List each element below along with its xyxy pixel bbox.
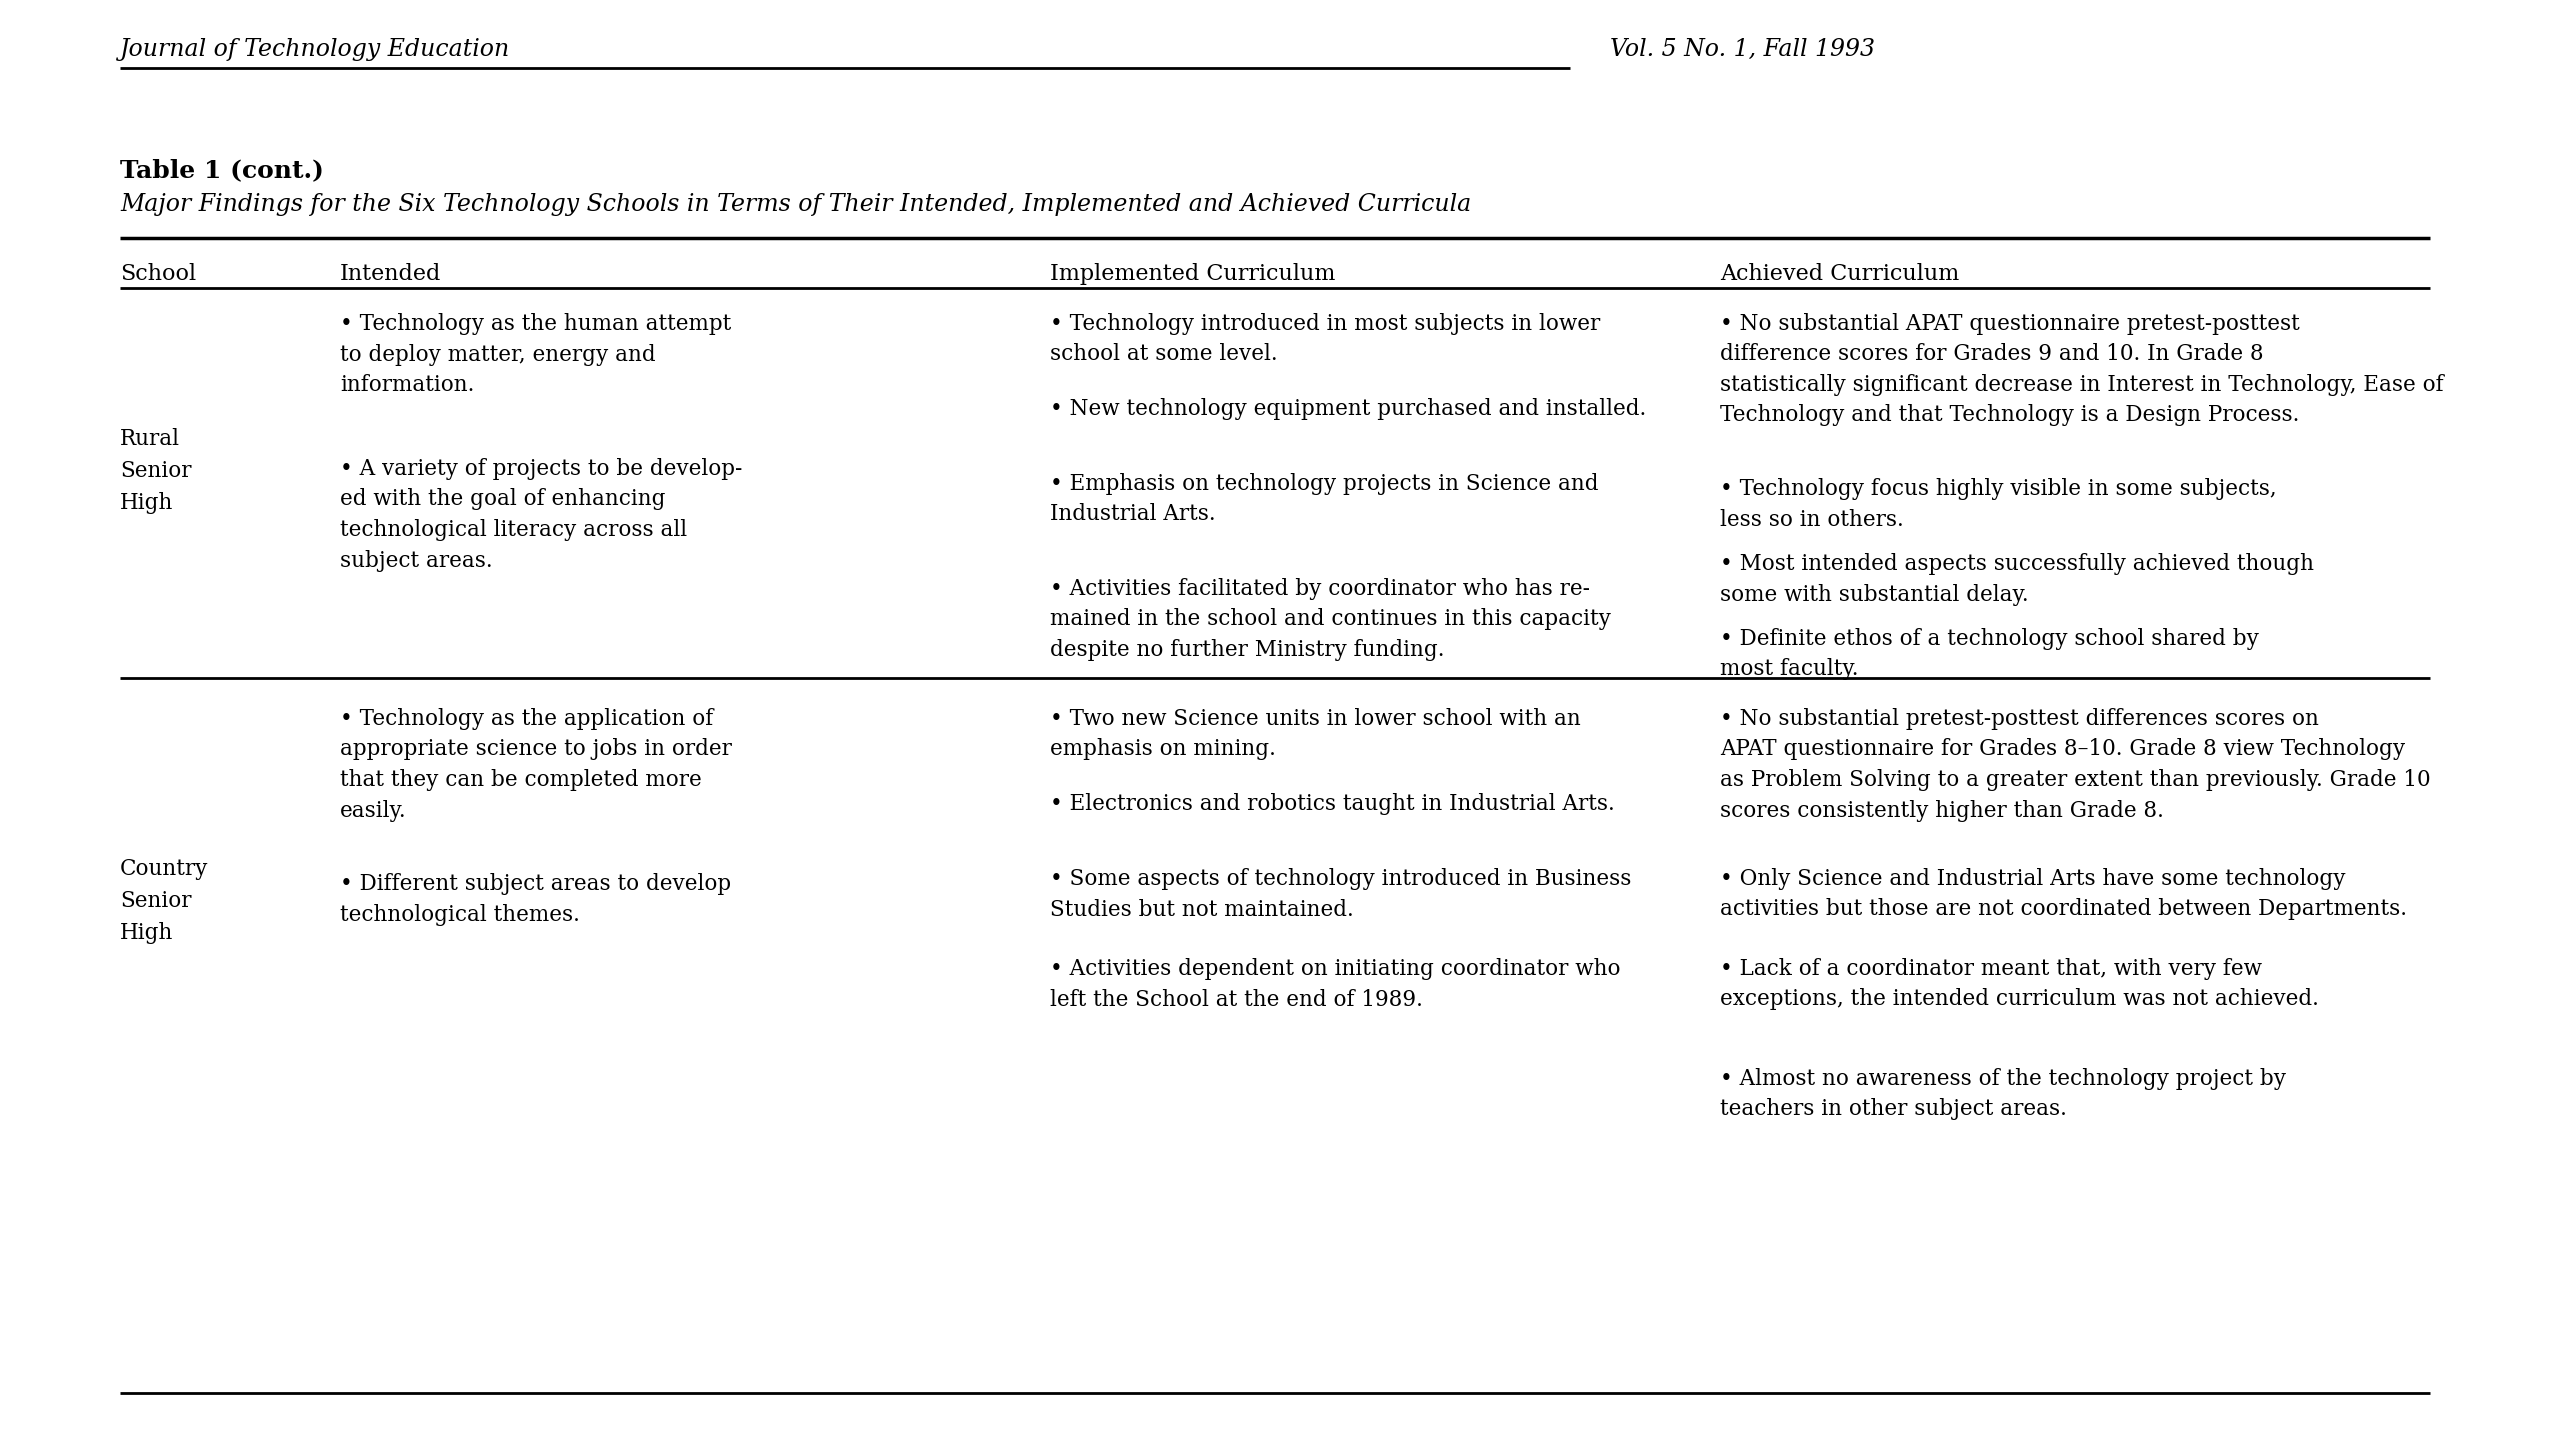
Text: • No substantial APAT questionnaire pretest-posttest
difference scores for Grade: • No substantial APAT questionnaire pret… [1721,313,2443,427]
Text: Journal of Technology Education: Journal of Technology Education [120,38,510,61]
Text: • Electronics and robotics taught in Industrial Arts.: • Electronics and robotics taught in Ind… [1051,794,1614,815]
Text: • Technology as the human attempt
to deploy matter, energy and
information.: • Technology as the human attempt to dep… [339,313,732,395]
Text: • Definite ethos of a technology school shared by
most faculty.: • Definite ethos of a technology school … [1721,628,2259,681]
Text: • New technology equipment purchased and installed.: • New technology equipment purchased and… [1051,398,1647,420]
Text: • Some aspects of technology introduced in Business
Studies but not maintained.: • Some aspects of technology introduced … [1051,867,1632,921]
Text: Country
Senior
High: Country Senior High [120,859,209,944]
Text: Intended: Intended [339,264,441,285]
Text: • Most intended aspects successfully achieved though
some with substantial delay: • Most intended aspects successfully ach… [1721,553,2313,605]
Text: • Technology focus highly visible in some subjects,
less so in others.: • Technology focus highly visible in som… [1721,478,2277,530]
Text: Major Findings for the Six Technology Schools in Terms of Their Intended, Implem: Major Findings for the Six Technology Sc… [120,193,1471,216]
Text: • Lack of a coordinator meant that, with very few
exceptions, the intended curri: • Lack of a coordinator meant that, with… [1721,959,2318,1011]
Text: • Activities facilitated by coordinator who has re-
mained in the school and con: • Activities facilitated by coordinator … [1051,578,1612,660]
Text: School: School [120,264,196,285]
Text: Achieved Curriculum: Achieved Curriculum [1721,264,1958,285]
Text: • No substantial pretest-posttest differences scores on
APAT questionnaire for G: • No substantial pretest-posttest differ… [1721,708,2430,821]
Text: • Only Science and Industrial Arts have some technology
activities but those are: • Only Science and Industrial Arts have … [1721,867,2407,921]
Text: Table 1 (cont.): Table 1 (cont.) [120,158,324,182]
Text: • Emphasis on technology projects in Science and
Industrial Arts.: • Emphasis on technology projects in Sci… [1051,473,1599,526]
Text: Implemented Curriculum: Implemented Curriculum [1051,264,1336,285]
Text: Rural
Senior
High: Rural Senior High [120,429,191,514]
Text: • Activities dependent on initiating coordinator who
left the School at the end : • Activities dependent on initiating coo… [1051,959,1619,1011]
Text: • Almost no awareness of the technology project by
teachers in other subject are: • Almost no awareness of the technology … [1721,1069,2285,1121]
Text: • Technology introduced in most subjects in lower
school at some level.: • Technology introduced in most subjects… [1051,313,1601,365]
Text: • Technology as the application of
appropriate science to jobs in order
that the: • Technology as the application of appro… [339,708,732,821]
Text: Vol. 5 No. 1, Fall 1993: Vol. 5 No. 1, Fall 1993 [1609,38,1874,61]
Text: • A variety of projects to be develop-
ed with the goal of enhancing
technologic: • A variety of projects to be develop- e… [339,458,742,572]
Text: • Different subject areas to develop
technological themes.: • Different subject areas to develop tec… [339,873,732,925]
Text: • Two new Science units in lower school with an
emphasis on mining.: • Two new Science units in lower school … [1051,708,1581,760]
